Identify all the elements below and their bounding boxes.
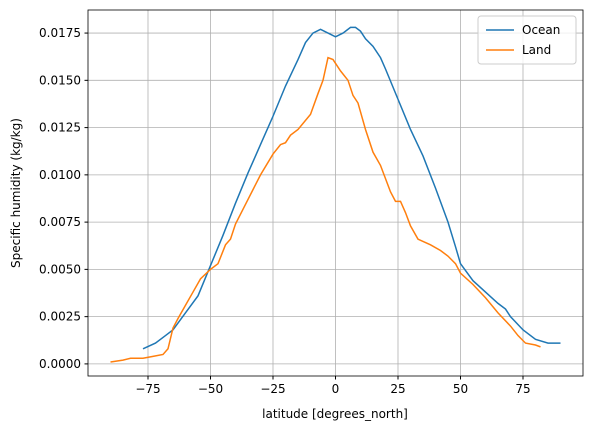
y-tick-label: 0.0075 xyxy=(39,215,81,229)
plot-frame xyxy=(87,9,584,377)
line xyxy=(142,26,561,350)
y-tick-label: 0.0150 xyxy=(39,73,81,87)
y-tick-label: 0.0025 xyxy=(39,310,81,324)
x-tick-label: −75 xyxy=(135,382,160,396)
x-tick-label: 25 xyxy=(390,382,405,396)
x-tick-label: 75 xyxy=(515,382,530,396)
x-tick-label: −50 xyxy=(198,382,223,396)
y-axis-label: Specific humidity (kg/kg) xyxy=(9,118,23,268)
x-tick-label: 50 xyxy=(453,382,468,396)
legend-box xyxy=(477,15,577,65)
y-tick-label: 0.0125 xyxy=(39,121,81,135)
y-tick-label: 0.0000 xyxy=(39,357,81,371)
y-tick-label: 0.0100 xyxy=(39,168,81,182)
legend-label: Ocean xyxy=(522,23,560,37)
y-tick-label: 0.0050 xyxy=(39,262,81,276)
x-tick-label: −25 xyxy=(260,382,285,396)
x-tick-label: 0 xyxy=(332,382,340,396)
y-tick-label: 0.0175 xyxy=(39,26,81,40)
x-axis-label: latitude [degrees_north] xyxy=(262,407,408,421)
legend-label: Land xyxy=(522,43,551,57)
line xyxy=(110,56,541,363)
